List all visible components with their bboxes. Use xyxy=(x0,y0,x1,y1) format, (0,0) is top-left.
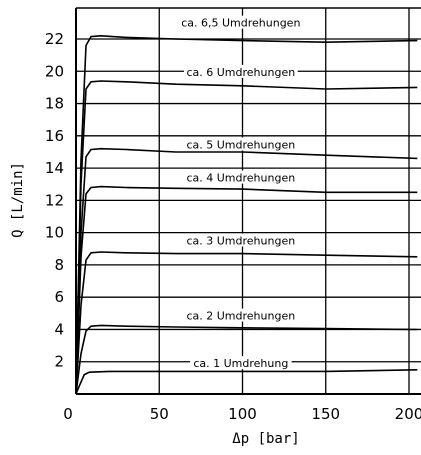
series-label-1: ca. 1 Umdrehung xyxy=(193,357,288,370)
series-label-layer: ca. 1 Umdrehung ca. 2 Umdrehungen ca. 3 Um… xyxy=(178,16,304,370)
y-tick-label: 20 xyxy=(45,62,64,80)
x-tick-label: 150 xyxy=(311,405,340,423)
series-line-1 xyxy=(76,370,417,394)
y-axis-title: Q [L/min] xyxy=(10,162,26,238)
series-line-7 xyxy=(76,36,417,394)
y-tick-label: 6 xyxy=(54,288,64,306)
y-tick-label: 16 xyxy=(45,127,64,145)
y-tick-label: 8 xyxy=(54,256,64,274)
x-tick-label: 50 xyxy=(150,405,169,423)
y-tick-label: 2 xyxy=(54,353,64,371)
x-tick-label: 200 xyxy=(395,405,421,423)
x-tick-label: 0 xyxy=(63,405,73,423)
series-label-2: ca. 2 Umdrehungen xyxy=(186,310,295,323)
y-tick-label: 12 xyxy=(45,191,64,209)
series-label-6: ca. 6 Umdrehungen xyxy=(186,66,295,79)
series-label-5: ca. 5 Umdrehungen xyxy=(186,139,295,152)
y-tick-label: 14 xyxy=(45,159,64,177)
y-tick-label: 18 xyxy=(45,95,64,113)
y-tick-label: 22 xyxy=(45,30,64,48)
series-label-7: ca. 6,5 Umdrehungen xyxy=(181,17,300,30)
series-layer xyxy=(76,36,417,394)
y-tick-label: 10 xyxy=(45,224,64,242)
series-label-4: ca. 4 Umdrehungen xyxy=(186,172,295,185)
x-tick-label: 100 xyxy=(228,405,257,423)
series-line-3 xyxy=(76,252,417,394)
y-tick-label: 4 xyxy=(54,320,64,338)
series-label-3: ca. 3 Umdrehungen xyxy=(186,235,295,248)
x-axis-title: Δp [bar] xyxy=(232,431,299,447)
